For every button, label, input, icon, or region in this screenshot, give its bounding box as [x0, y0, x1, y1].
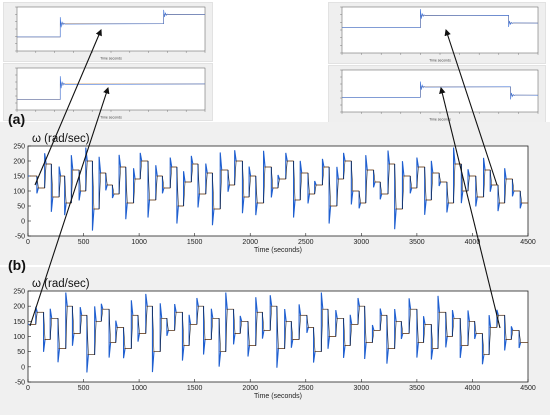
y-tick-label: -50	[15, 234, 25, 241]
x-tick-label: 2500	[298, 385, 314, 392]
x-tick-label: 1500	[187, 385, 203, 392]
x-tick-label: 1500	[187, 239, 203, 246]
y-tick-label: 150	[13, 319, 25, 326]
inset-response-line	[342, 9, 539, 28]
panel-b-letter: (b)	[8, 257, 26, 273]
y-tick-label: 100	[13, 334, 25, 341]
y-tick-label: 200	[13, 159, 25, 166]
panel-a-letter: (a)	[8, 111, 26, 127]
x-tick-label: 500	[78, 385, 90, 392]
y-tick-label: 100	[13, 189, 25, 196]
x-tick-label: 3500	[409, 385, 425, 392]
x-tick-label: 3000	[354, 385, 370, 392]
y-tick-label: 0	[21, 364, 25, 371]
y-tick-label: 250	[13, 144, 25, 151]
x-tick-label: 3500	[409, 239, 425, 246]
y-tick-label: 150	[13, 174, 25, 181]
x-tick-label: 2000	[242, 239, 258, 246]
x-tick-label: 0	[26, 239, 30, 246]
inset-x-caption: Time seconds	[100, 57, 122, 61]
inset-x-caption: Time seconds	[429, 118, 451, 122]
inset-svg: Time seconds	[340, 6, 539, 63]
y-tick-label: 0	[21, 219, 25, 226]
x-tick-label: 0	[26, 385, 30, 392]
inset-response-line	[17, 9, 206, 38]
y-tick-label: 200	[13, 304, 25, 311]
inset-x-caption: Time seconds	[429, 59, 451, 63]
x-tick-label: 1000	[131, 239, 147, 246]
y-tick-label: 250	[13, 289, 25, 296]
x-tick-label: 1000	[131, 385, 147, 392]
x-tick-label: 2000	[242, 385, 258, 392]
y-tick-label: 50	[17, 349, 25, 356]
inset-plot-top-right-upper: Time seconds	[328, 2, 546, 64]
inset-x-caption: Time seconds	[100, 116, 122, 120]
x-tick-label: 4000	[465, 385, 481, 392]
x-tick-label: 4500	[520, 385, 536, 392]
y-tick-label: -50	[15, 380, 25, 387]
x-tick-label: 4500	[520, 239, 536, 246]
inset-plot-area	[341, 6, 539, 54]
x-axis-label: Time (seconds)	[254, 393, 302, 400]
panel-b-ylabel: ω (rad/sec)	[32, 278, 90, 290]
y-tick-label: 50	[17, 204, 25, 211]
x-axis-label: Time (seconds)	[254, 247, 302, 254]
x-tick-label: 2500	[298, 239, 314, 246]
x-tick-label: 3000	[354, 239, 370, 246]
